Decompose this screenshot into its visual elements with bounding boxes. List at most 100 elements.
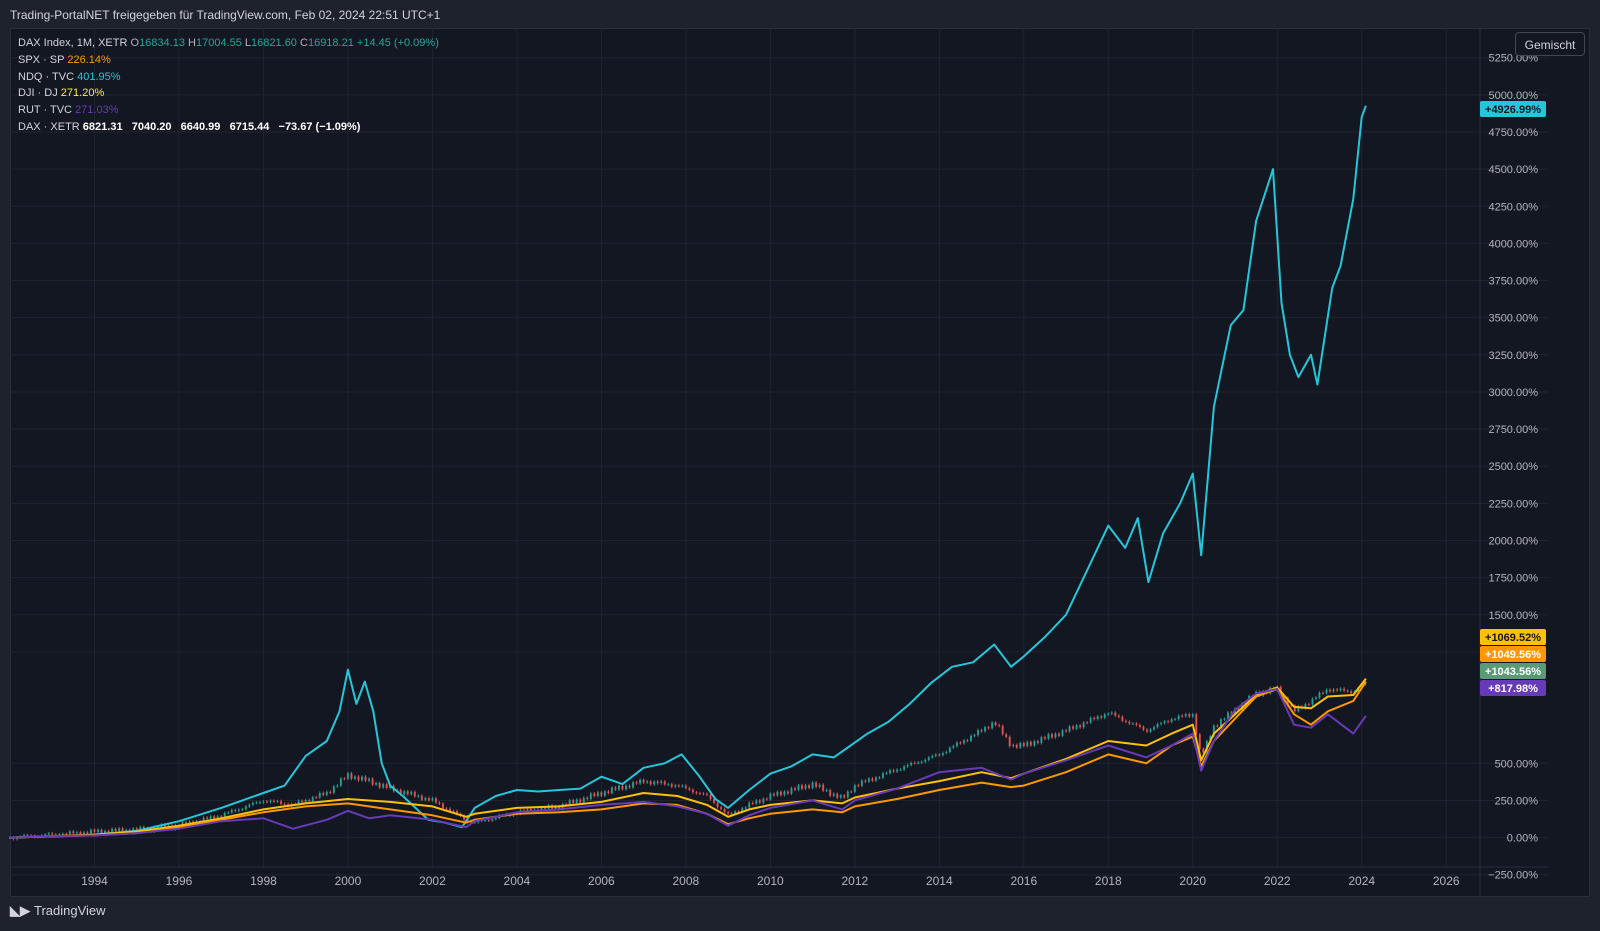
dax-candle-body — [111, 828, 114, 834]
dax-candle-body — [420, 795, 423, 800]
dax-candle-body — [779, 791, 782, 796]
low-label: L — [244, 37, 252, 49]
dax-candle-body — [322, 792, 325, 795]
dax-candle-body — [449, 808, 452, 812]
dax-candle-body — [1110, 712, 1113, 714]
dax-candle-body — [1082, 722, 1085, 728]
x-tick-label: 1994 — [81, 874, 108, 888]
dax-candle-body — [913, 762, 916, 764]
dax-candle-body — [593, 793, 596, 797]
dax-candle-body — [871, 778, 874, 781]
dax-candle-body — [1022, 742, 1025, 747]
dax-candle-body — [114, 828, 117, 832]
dax-candle-body — [758, 800, 761, 803]
legend: DAX Index, 1M, XETR O16834.13 H17004.55 … — [18, 35, 439, 136]
dax-candle-body — [1167, 721, 1170, 723]
dax-candle-body — [632, 782, 635, 788]
legend-dax-row[interactable]: DAX · XETR 6821.31 7040.20 6640.99 6715.… — [18, 119, 439, 136]
dax-candle-body — [357, 776, 360, 781]
dax-candle-body — [681, 785, 684, 787]
dax-candle-body — [1093, 717, 1096, 720]
dax-candle-body — [86, 832, 89, 834]
y-tick-label: 1750.00% — [1488, 573, 1538, 585]
legend-dji-row[interactable]: DJI · DJ 271.20% — [18, 85, 439, 102]
dax-candle-body — [1153, 727, 1156, 730]
dax-values: 6821.31 7040.20 6640.99 6715.44 −73.67 (… — [82, 120, 361, 133]
x-tick-label: 2020 — [1179, 874, 1206, 888]
x-axis: 1994 1996 1998 2000 2002 2004 2006 2008 2010 2012… — [10, 866, 1548, 888]
dax-candle-body — [265, 801, 268, 803]
dax-candle-body — [339, 778, 342, 786]
x-tick-label: 2022 — [1264, 874, 1291, 888]
dax-candle-body — [899, 769, 902, 771]
series-line-rut — [9, 688, 1367, 839]
high-value: 17004.55 — [195, 37, 242, 49]
dax-candle-body — [892, 770, 895, 772]
y-tick-label: 500.00% — [1495, 758, 1539, 770]
dax-candle-body — [230, 810, 233, 813]
dax-candle-body — [417, 795, 420, 797]
dax-candle-body — [797, 785, 800, 790]
dax-candle-body — [776, 791, 779, 796]
dax-candle-body — [1026, 741, 1029, 747]
y-tick-label: 4000.00% — [1488, 238, 1538, 250]
dax-candle-body — [741, 808, 744, 813]
dax-candle-body — [1223, 718, 1226, 720]
x-tick-label: 2008 — [673, 874, 700, 888]
dax-candle-body — [860, 780, 863, 786]
dax-candle-body — [727, 812, 730, 814]
main-symbol: DAX Index, 1M, XETR — [18, 37, 128, 49]
dax-candle-body — [431, 798, 434, 801]
dax-candle-body — [941, 753, 944, 756]
open-label: O — [130, 37, 140, 49]
dax-candle-body — [1198, 734, 1201, 749]
last-value-badge — [1480, 629, 1546, 645]
ndq-value: 401.95% — [77, 70, 121, 83]
dax-candle-body — [610, 787, 613, 794]
dax-candle-body — [713, 799, 716, 803]
dax-candle-body — [1075, 725, 1078, 729]
last-value-badge — [1480, 101, 1546, 117]
legend-main-row[interactable]: DAX Index, 1M, XETR O16834.13 H17004.55 … — [18, 35, 439, 52]
dax-candle-body — [1135, 723, 1138, 726]
dax-candle-body — [670, 784, 673, 787]
dax-candle-body — [572, 800, 575, 804]
dax-candle-body — [389, 785, 392, 788]
dax-candle-body — [82, 832, 85, 835]
dax-candle-body — [382, 784, 385, 788]
dax-candle-body — [864, 780, 867, 782]
dax-candle-body — [959, 742, 962, 744]
dax-candle-body — [1188, 714, 1191, 717]
dax-candle-body — [93, 829, 96, 832]
dax-candle-body — [881, 773, 884, 778]
dax-candle-body — [1202, 748, 1205, 753]
dax-candle-body — [846, 791, 849, 798]
legend-rut-row[interactable]: RUT · TVC 271.03% — [18, 102, 439, 119]
dax-candle-body — [1131, 723, 1134, 725]
dax-candle-body — [241, 809, 244, 811]
dax-candle-body — [1103, 714, 1106, 718]
dax-candle-body — [1293, 705, 1296, 712]
dax-candle-body — [684, 785, 687, 789]
legend-ndq-row[interactable]: NDQ · TVC 401.95% — [18, 69, 439, 86]
y-tick-label: 2250.00% — [1488, 498, 1538, 510]
change-value: +14.45 (+0.09%) — [356, 37, 439, 49]
dax-candle-body — [445, 808, 448, 810]
dax-candle-body — [1128, 721, 1131, 724]
y-tick-label: 3000.00% — [1488, 387, 1538, 399]
dax-candle-body — [1318, 692, 1321, 698]
scale-mode-button[interactable]: Gemischt — [1515, 32, 1585, 56]
chart-pane[interactable] — [10, 28, 1590, 897]
legend-spx-row[interactable]: SPX · SP 226.14% — [18, 52, 439, 69]
high-label: H — [188, 37, 196, 49]
dax-candle-body — [850, 791, 853, 793]
dax-candle-body — [1057, 733, 1060, 736]
x-tick-label: 2014 — [926, 874, 953, 888]
x-tick-label: 2012 — [841, 874, 868, 888]
dax-candle-body — [677, 785, 680, 787]
dax-candle-body — [906, 764, 909, 767]
dax-candle-body — [1156, 723, 1159, 728]
dax-candle-body — [332, 786, 335, 793]
dax-candle-body — [304, 800, 307, 803]
